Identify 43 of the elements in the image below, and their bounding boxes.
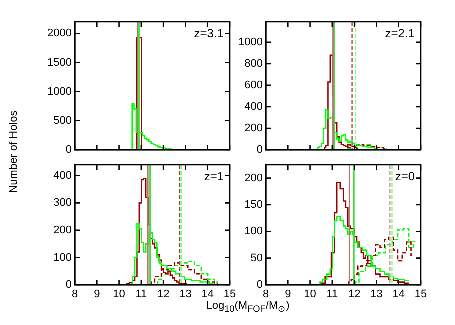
x-tick-label: 14 xyxy=(202,288,214,301)
annotation: z=2.1 xyxy=(385,26,416,40)
y-tick-label: 0 xyxy=(66,144,72,156)
y-tick-label: 1500 xyxy=(48,56,72,69)
annotation: z=3.1 xyxy=(194,26,224,40)
y-tick-label: 500 xyxy=(54,114,72,127)
x-tick-label: 13 xyxy=(370,288,383,301)
y-tick-label: 150 xyxy=(244,199,263,212)
x-tick-label: 8 xyxy=(262,288,270,301)
y-tick-label: 2000 xyxy=(48,28,72,40)
x-tick-label: 9 xyxy=(285,288,292,301)
y-tick-label: 600 xyxy=(244,79,263,92)
y-tick-label: 1000 xyxy=(238,36,263,48)
x-tick-label: 15 xyxy=(414,288,428,301)
y-tick-label: 200 xyxy=(244,172,263,184)
annotation: z=0 xyxy=(395,169,416,184)
y-tick-label: 100 xyxy=(244,226,263,238)
y-tick-label: 200 xyxy=(54,224,72,236)
x-axis-title: Log$_{10}$(M$_{FOF}$/M$_{⊙}$) xyxy=(206,300,290,314)
x-tick-label: 8 xyxy=(72,288,78,301)
y-tick-label: 200 xyxy=(244,122,263,135)
y-tick-label: 0 xyxy=(256,144,263,156)
y-tick-label: 1000 xyxy=(48,86,72,98)
y-tick-label: 0 xyxy=(256,279,263,292)
x-tick-label: 10 xyxy=(304,288,316,301)
x-tick-label: 11 xyxy=(136,288,148,301)
y-tick-label: 400 xyxy=(244,101,263,114)
x-tick-label: 12 xyxy=(348,288,361,301)
y-tick-label: 100 xyxy=(54,252,72,264)
x-tick-label: 10 xyxy=(113,288,126,301)
x-tick-label: 12 xyxy=(157,288,170,301)
x-tick-label: 14 xyxy=(392,288,405,301)
y-tick-label: 800 xyxy=(244,58,263,70)
y-tick-label: 50 xyxy=(250,252,263,264)
annotation: z=1 xyxy=(204,169,224,184)
x-tick-label: 9 xyxy=(94,288,100,301)
x-tick-label: 13 xyxy=(180,288,192,301)
y-tick-label: 300 xyxy=(54,197,72,210)
y-axis-title: Number of Holos xyxy=(8,110,20,194)
y-tick-label: 400 xyxy=(54,170,72,182)
y-tick-label: 0 xyxy=(66,279,72,292)
x-tick-label: 15 xyxy=(224,288,236,301)
x-tick-label: 11 xyxy=(326,288,338,301)
